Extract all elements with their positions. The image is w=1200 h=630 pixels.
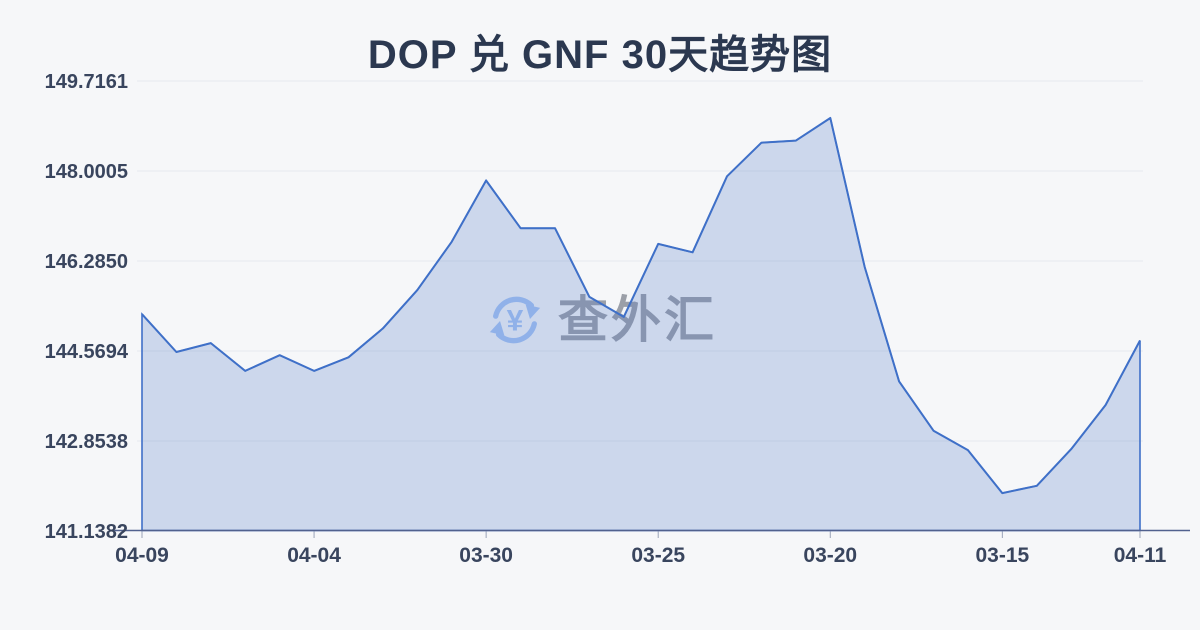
y-axis-label: 144.5694 [45,341,129,363]
x-axis-label: 04-09 [115,544,169,567]
y-axis-label: 146.2850 [45,251,128,273]
trend-line [141,117,1141,495]
axis-ticks [141,531,1141,538]
x-axis-label: 03-30 [459,544,513,567]
y-axis-label: 149.7161 [45,71,128,93]
y-axis-label: 141.1382 [45,521,128,543]
y-axis-labels: 149.7161 148.0005 146.2850 144.5694 142.8538… [45,71,129,543]
area-fill [141,116,1141,532]
y-axis-label: 148.0005 [45,161,128,183]
watermark-text: 查外汇 [558,291,717,349]
yen-symbol: ¥ [507,305,524,338]
x-axis-label: 04-04 [287,544,341,567]
watermark: ¥ 查外汇 [486,291,717,349]
x-axis-label: 03-20 [803,544,857,567]
currency-exchange-icon: ¥ [489,296,541,344]
y-axis-label: 142.8538 [45,431,128,453]
x-axis-labels: 04-09 04-04 03-30 03-25 03-20 03-15 04-11 [115,544,1166,567]
x-axis-label: 03-15 [975,544,1029,567]
chart-title: DOP 兑 GNF 30天趋势图 [367,33,833,77]
x-axis-label: 04-11 [1114,544,1167,567]
x-axis-label: 03-25 [631,544,685,567]
gridlines [137,80,1143,442]
